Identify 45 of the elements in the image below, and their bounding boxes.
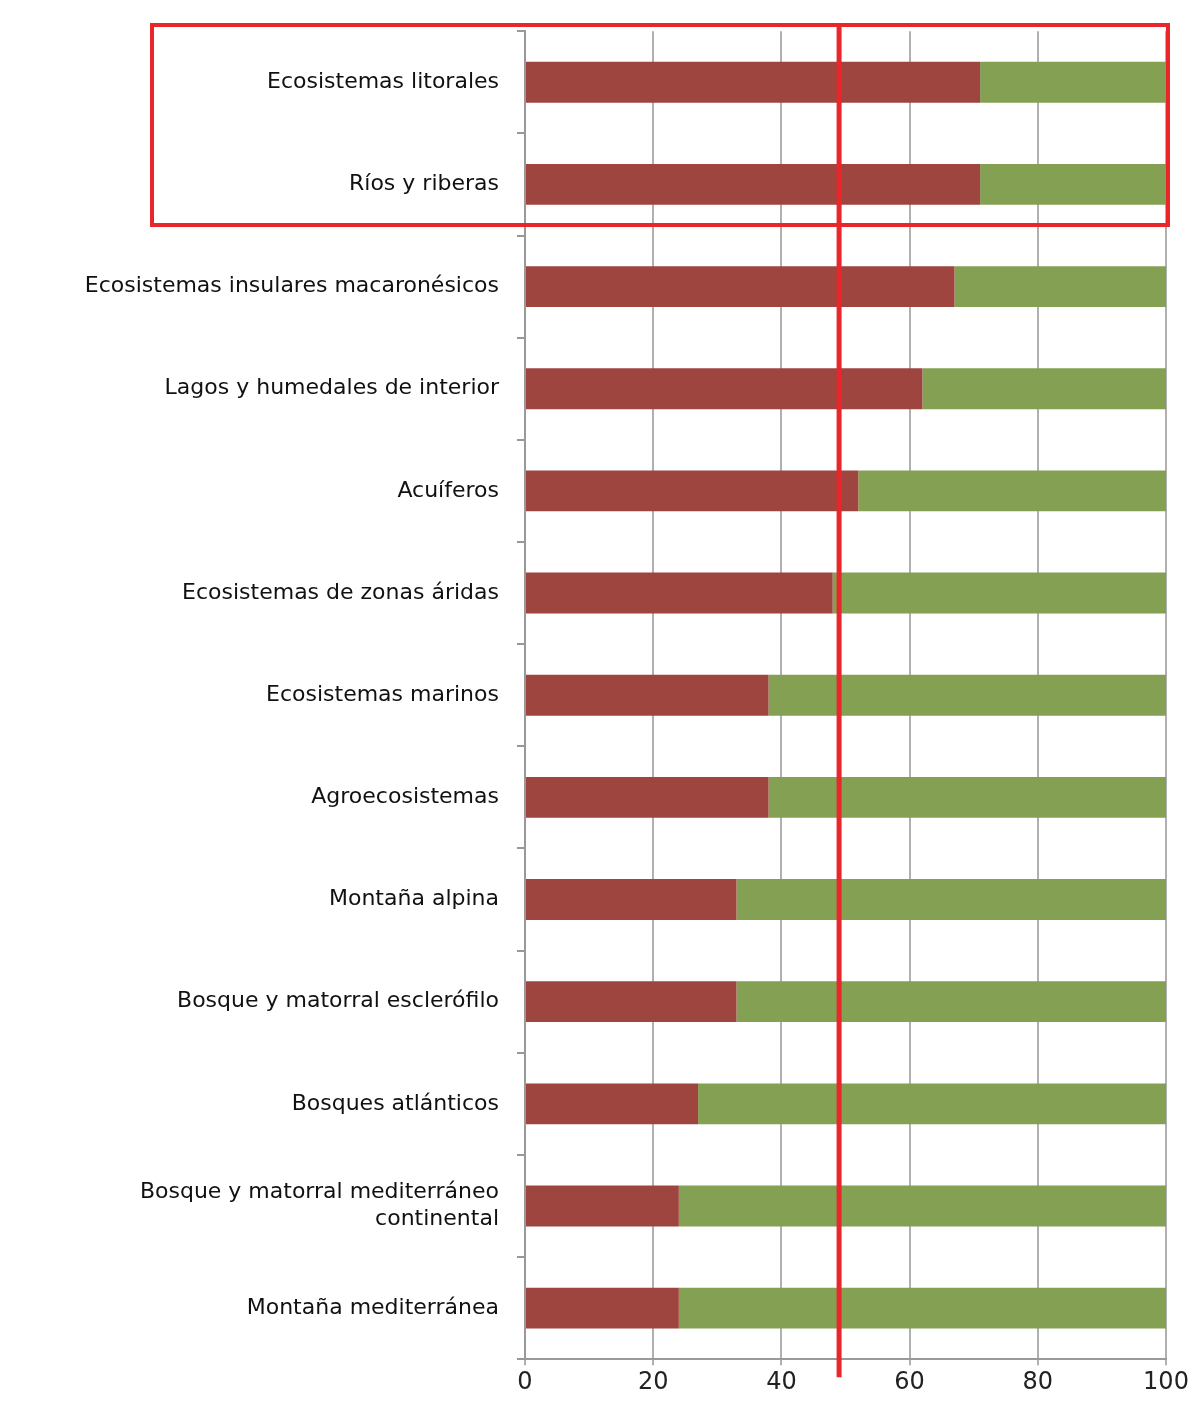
bar xyxy=(980,164,1166,205)
x-tick-label: 0 xyxy=(517,1366,533,1395)
bar xyxy=(768,776,1166,818)
bar xyxy=(526,1287,679,1329)
bar xyxy=(922,368,1166,410)
bar xyxy=(526,572,833,614)
bar xyxy=(678,1287,1166,1329)
bar xyxy=(526,266,955,308)
y-tick-label: Acuíferos xyxy=(397,476,499,502)
y-tick-label: Montaña alpina xyxy=(328,885,499,911)
y-tick-label: Ecosistemas insulares macaronésicos xyxy=(84,272,499,298)
bar xyxy=(526,879,737,920)
bar xyxy=(954,266,1166,308)
y-tick-label: Bosque y matorral esclerófilo xyxy=(177,987,499,1013)
x-tick-label: 40 xyxy=(766,1366,797,1395)
x-tick-label: 100 xyxy=(1143,1366,1189,1395)
bar xyxy=(526,1083,699,1125)
y-tick-label: Ecosistemas de zonas áridas xyxy=(182,578,499,604)
y-tick-label: Ecosistemas litorales xyxy=(267,68,499,93)
y-tick-label: Lagos y humedales de interior xyxy=(164,374,500,400)
bar xyxy=(526,1185,679,1227)
bar xyxy=(526,61,981,103)
bar xyxy=(736,879,1166,920)
bar xyxy=(526,164,981,205)
y-tick-label: Montaña mediterránea xyxy=(246,1293,499,1319)
x-tick-label: 80 xyxy=(1022,1366,1054,1395)
y-tick-label: Agroecosistemas xyxy=(311,783,499,809)
bar xyxy=(526,368,923,410)
bar xyxy=(526,776,769,818)
x-tick-label: 60 xyxy=(894,1366,925,1395)
bar xyxy=(832,572,1166,614)
bar xyxy=(980,61,1166,103)
bar xyxy=(768,674,1166,716)
bar xyxy=(526,470,859,512)
bar xyxy=(526,981,737,1023)
y-tick-label: Ecosistemas marinos xyxy=(266,680,499,706)
bar xyxy=(736,981,1166,1023)
y-tick-label: Bosques atlánticos xyxy=(291,1089,499,1115)
y-tick-label: Bosque y matorral mediterráneo continental xyxy=(139,1178,499,1230)
bar xyxy=(678,1185,1166,1227)
bar xyxy=(698,1083,1166,1125)
bar xyxy=(526,674,769,716)
bar xyxy=(858,470,1166,512)
y-tick-label: Ríos y riberas xyxy=(349,170,499,196)
x-tick-label: 20 xyxy=(637,1366,669,1395)
